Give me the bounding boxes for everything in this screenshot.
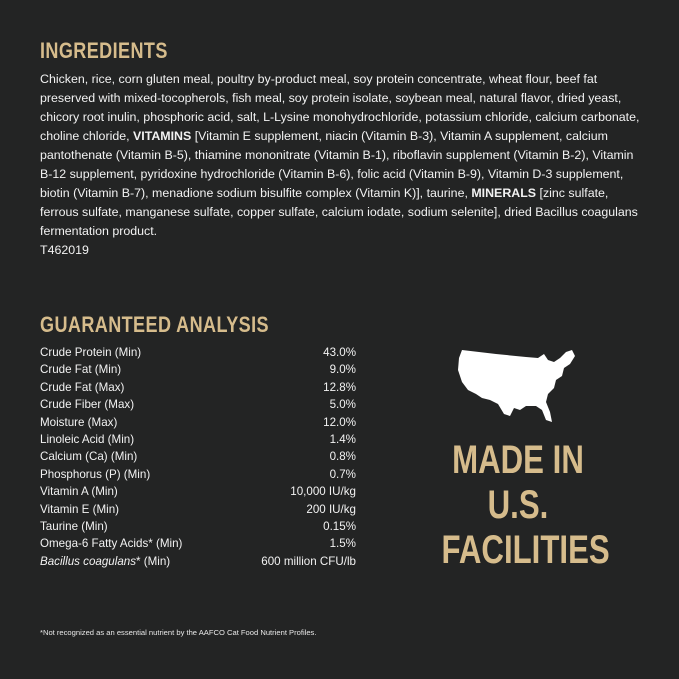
nutrient-value: 1.5% (329, 537, 356, 551)
nutrient-value: 43.0% (323, 346, 356, 359)
nutrient-value: 0.8% (329, 450, 356, 464)
vitamins-label: VITAMINS (132, 129, 192, 143)
ingredients-part: [Vitamin E supplement, niacin (Vitamin B… (40, 129, 634, 200)
analysis-table: Crude Protein (Min) 43.0% Crude Fat (Min) 9… (40, 344, 356, 570)
analysis-row: Omega-6 Fatty Acids* (Min) 1.5% (40, 535, 356, 552)
nutrient-label: Bacillus coagulans* (Min) (40, 553, 170, 570)
nutrient-value: 1.4% (329, 432, 356, 446)
nutrient-label: Calcium (Ca) (Min) (40, 450, 138, 464)
nutrient-value: 0.7% (329, 467, 356, 481)
made-in-usa-badge: MADE IN U.S. FACILITIES (420, 438, 616, 573)
ingredients-title: INGREDIENTS (40, 38, 168, 63)
analysis-row: Crude Fat (Max) 12.8% (40, 379, 356, 396)
nutrient-label: Moisture (Max) (40, 415, 118, 429)
analysis-row: Vitamin A (Min) 10,000 IU/kg (40, 483, 356, 500)
nutrient-label: Crude Fiber (Max) (40, 398, 135, 412)
nutrient-value: 10,000 IU/kg (290, 485, 356, 499)
minerals-label: MINERALS (471, 186, 537, 200)
nutrient-label: Linoleic Acid (Min) (40, 432, 135, 446)
nutrient-value: 12.0% (323, 415, 356, 429)
badge-line: MADE IN (452, 438, 584, 482)
nutrient-value: 12.8% (323, 380, 356, 394)
nutrient-value: 5.0% (329, 398, 356, 412)
analysis-row: Crude Fat (Min) 9.0% (40, 361, 356, 378)
bacillus-label: Bacillus coagulans (40, 554, 137, 568)
nutrient-label: Taurine (Min) (40, 519, 108, 533)
ingredients-part: [zinc sulfate, ferrous sulfate, manganes… (40, 186, 638, 238)
nutrient-label: Crude Fat (Max) (40, 380, 125, 394)
nutrient-value: 600 million CFU/lb (261, 554, 356, 568)
nutrient-label: Vitamin A (Min) (40, 485, 118, 499)
analysis-row: Vitamin E (Min) 200 IU/kg (40, 501, 356, 518)
badge-line: FACILITIES (441, 528, 610, 572)
analysis-row: Calcium (Ca) (Min) 0.8% (40, 448, 356, 465)
ingredients-part: Chicken, rice, corn gluten meal, poultry… (40, 72, 640, 143)
ingredients-text: Chicken, rice, corn gluten meal, poultry… (40, 70, 645, 260)
nutrient-label: Crude Fat (Min) (40, 363, 122, 377)
analysis-title: GUARANTEED ANALYSIS (40, 312, 269, 337)
analysis-row: Phosphorus (P) (Min) 0.7% (40, 466, 356, 483)
analysis-row: Moisture (Max) 12.0% (40, 414, 356, 431)
product-code: T462019 (40, 243, 89, 257)
nutrient-label: Phosphorus (P) (Min) (40, 467, 151, 481)
label-suffix: * (Min) (136, 554, 171, 568)
nutrient-label: Crude Protein (Min) (40, 346, 142, 359)
nutrient-value: 9.0% (329, 363, 356, 377)
usa-map-icon (458, 350, 575, 422)
footnote: *Not recognized as an essential nutrient… (40, 628, 317, 637)
analysis-row: Taurine (Min) 0.15% (40, 518, 356, 535)
analysis-row: Linoleic Acid (Min) 1.4% (40, 431, 356, 448)
analysis-row: Bacillus coagulans* (Min) 600 million CFU… (40, 553, 356, 570)
nutrient-label: Omega-6 Fatty Acids* (Min) (40, 537, 183, 551)
analysis-row: Crude Fiber (Max) 5.0% (40, 396, 356, 413)
nutrient-label: Vitamin E (Min) (40, 502, 120, 516)
nutrient-value: 0.15% (323, 519, 356, 533)
analysis-row: Crude Protein (Min) 43.0% (40, 344, 356, 361)
nutrient-value: 200 IU/kg (306, 502, 356, 516)
badge-line: U.S. (487, 483, 549, 527)
